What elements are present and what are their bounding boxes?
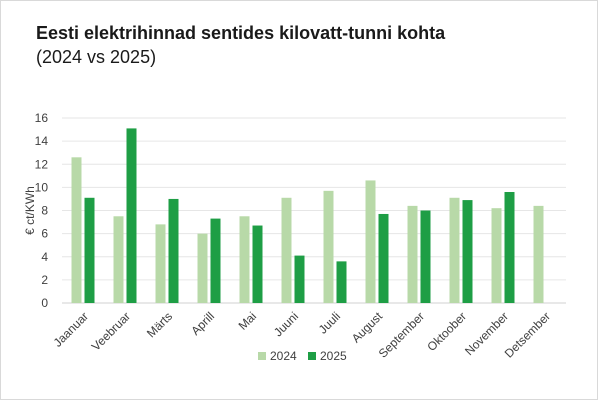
x-tick-label: Juuni bbox=[271, 309, 301, 339]
y-tick-label: 0 bbox=[41, 296, 48, 310]
x-tick-label: August bbox=[349, 309, 386, 346]
y-tick-label: 4 bbox=[41, 250, 48, 264]
bar-2024-august bbox=[365, 180, 376, 303]
bar-2025-aprill bbox=[210, 218, 221, 303]
bar-2024-september bbox=[407, 205, 418, 303]
x-tick-label: Aprill bbox=[188, 309, 217, 338]
y-tick-label: 6 bbox=[41, 227, 48, 241]
x-tick-label: Juuli bbox=[316, 309, 343, 336]
bar-2025-juuli bbox=[336, 261, 347, 303]
bar-2024-november bbox=[491, 208, 502, 303]
bar-2024-juuni bbox=[281, 197, 292, 303]
bar-2025-november bbox=[504, 192, 515, 303]
bar-2024-oktoober bbox=[449, 197, 460, 303]
bar-2024-veebruar bbox=[113, 216, 124, 303]
x-tick-label: Veebruar bbox=[89, 309, 133, 353]
legend-swatch-2025 bbox=[308, 352, 316, 360]
y-axis-label: € ct/KWh bbox=[23, 186, 37, 235]
y-tick-label: 12 bbox=[35, 157, 49, 171]
bar-2025-juuni bbox=[294, 255, 305, 303]
bar-2025-mai bbox=[252, 225, 263, 303]
bar-2024-detsember bbox=[533, 205, 544, 303]
legend-label-2025: 2025 bbox=[320, 349, 347, 363]
bar-2024-mai bbox=[239, 216, 250, 303]
y-tick-label: 14 bbox=[35, 134, 49, 148]
bar-2025-märts bbox=[168, 198, 179, 303]
chart-title: Eesti elektrihinnad sentides kilovatt-tu… bbox=[36, 23, 446, 43]
bar-2025-september bbox=[420, 210, 431, 303]
bar-2024-aprill bbox=[197, 233, 208, 303]
y-tick-label: 10 bbox=[35, 180, 49, 194]
x-tick-label: Märts bbox=[144, 309, 175, 340]
legend-label-2024: 2024 bbox=[270, 349, 297, 363]
bar-2024-märts bbox=[155, 224, 166, 303]
bar-2025-jaanuar bbox=[84, 197, 95, 303]
chart-subtitle: (2024 vs 2025) bbox=[36, 47, 157, 67]
y-tick-label: 2 bbox=[41, 273, 48, 287]
bar-2024-juuli bbox=[323, 190, 334, 303]
bar-2025-august bbox=[378, 213, 389, 303]
x-tick-label: Jaanuar bbox=[51, 309, 92, 350]
x-tick-label: September bbox=[376, 309, 427, 360]
legend-swatch-2024 bbox=[258, 352, 266, 360]
bar-2025-veebruar bbox=[126, 128, 137, 303]
bar-2024-jaanuar bbox=[71, 157, 82, 303]
x-tick-label: Detsember bbox=[502, 309, 553, 360]
y-tick-label: 16 bbox=[35, 111, 49, 125]
x-tick-label: Mai bbox=[236, 309, 260, 333]
bar-2025-oktoober bbox=[462, 200, 473, 303]
y-tick-label: 8 bbox=[41, 204, 48, 218]
